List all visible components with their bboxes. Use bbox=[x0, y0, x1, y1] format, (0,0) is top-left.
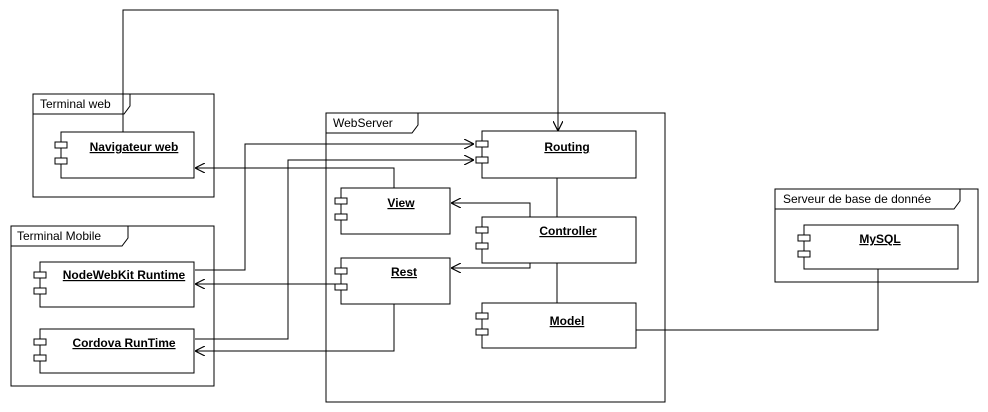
component-label-mysql: MySQL bbox=[859, 232, 900, 246]
component-controller: Controller bbox=[475, 216, 637, 264]
connector-controller-rest bbox=[451, 263, 531, 268]
component-port-icon bbox=[33, 271, 47, 279]
component-cordova-runtime: Cordova RunTime bbox=[33, 328, 195, 374]
connector-controller-view bbox=[451, 203, 531, 217]
component-port-icon bbox=[797, 234, 811, 242]
component-port-icon bbox=[33, 354, 47, 362]
package-label-db-server: Serveur de base de donnée bbox=[783, 192, 931, 206]
connector-cordova-routing bbox=[195, 160, 474, 340]
connector-rest-cordova bbox=[195, 304, 395, 351]
component-port-icon bbox=[33, 287, 47, 295]
component-port-icon bbox=[475, 328, 489, 336]
component-routing: Routing bbox=[475, 130, 637, 179]
connector-model-mysql bbox=[636, 269, 879, 331]
connector-navigateur-routing bbox=[122, 9, 558, 132]
component-rest: Rest bbox=[334, 257, 451, 305]
component-port-icon bbox=[334, 197, 348, 205]
component-view: View bbox=[334, 187, 451, 235]
component-port-icon bbox=[33, 338, 47, 346]
component-label-cordova: Cordova RunTime bbox=[72, 336, 175, 350]
package-label-terminal-mobile: Terminal Mobile bbox=[17, 229, 101, 243]
component-port-icon bbox=[475, 140, 489, 148]
package-label-webserver: WebServer bbox=[333, 116, 393, 130]
component-port-icon bbox=[334, 267, 348, 275]
connectors bbox=[122, 9, 879, 351]
component-port-icon bbox=[334, 283, 348, 291]
component-nodewebkit-runtime: NodeWebKit Runtime bbox=[33, 261, 195, 308]
connector-nodewebkit-routing bbox=[195, 144, 474, 271]
component-port-icon bbox=[475, 226, 489, 234]
component-port-icon bbox=[797, 250, 811, 258]
connector-view-navigateur bbox=[195, 168, 395, 188]
component-label-routing: Routing bbox=[544, 140, 589, 154]
component-label-rest: Rest bbox=[391, 265, 417, 279]
component-port-icon bbox=[54, 141, 68, 149]
package-label-terminal-web: Terminal web bbox=[40, 97, 111, 111]
component-label-controller: Controller bbox=[539, 224, 597, 238]
component-port-icon bbox=[54, 157, 68, 165]
component-model: Model bbox=[475, 302, 637, 349]
component-port-icon bbox=[475, 312, 489, 320]
component-navigateur-web: Navigateur web bbox=[54, 131, 195, 179]
component-port-icon bbox=[475, 156, 489, 164]
component-mysql: MySQL bbox=[797, 224, 959, 270]
component-label-nodewebkit: NodeWebKit Runtime bbox=[63, 268, 186, 282]
component-label-model: Model bbox=[550, 314, 585, 328]
component-label-view: View bbox=[387, 196, 415, 210]
component-port-icon bbox=[475, 242, 489, 250]
component-label-navigateur-web: Navigateur web bbox=[90, 140, 179, 154]
component-port-icon bbox=[334, 213, 348, 221]
